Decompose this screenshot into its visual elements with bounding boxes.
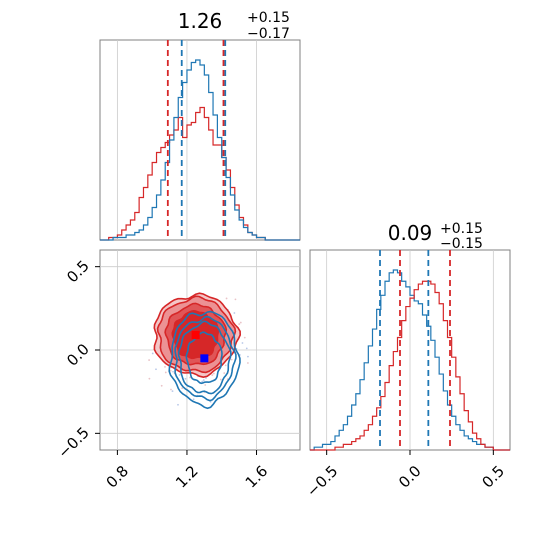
scatter-point (201, 380, 204, 383)
param1-title-lower: −0.17 (247, 26, 290, 42)
scatter-point (209, 400, 212, 403)
scatter-point (233, 312, 236, 314)
y-tick-label: 0.5 (63, 257, 93, 287)
scatter-point (177, 403, 179, 406)
scatter-point (241, 342, 244, 344)
scatter-point (151, 352, 154, 355)
scatter-point (181, 387, 183, 390)
x-tick-label: 1.6 (242, 462, 272, 492)
param1-title-upper: +0.15 (247, 10, 290, 26)
panel-2d-density: 0.8 1.2 1.6 −0.5 0.0 0.5 (54, 249, 301, 492)
panel-hist-param2-grid (326, 250, 494, 450)
x-tick-label: 0.8 (103, 462, 133, 492)
scatter-point (225, 297, 228, 300)
marker-series-b (191, 331, 200, 339)
scatter-point (172, 370, 174, 373)
scatter-point (164, 365, 166, 368)
param1-title: 1.26 (178, 9, 223, 33)
param2-title: 0.09 (388, 221, 433, 245)
scatter-point (230, 358, 233, 361)
param1-title-median: 1.26 (178, 9, 223, 33)
scatter-point (164, 371, 167, 374)
hist-series-a (310, 269, 510, 451)
param2-title-lower: −0.15 (440, 236, 483, 252)
panel-hist-param2-series (310, 269, 510, 451)
scatter-point (204, 384, 207, 386)
y-tick-label: 0.0 (63, 340, 93, 370)
scatter-point (247, 362, 249, 364)
scatter-point (211, 374, 214, 376)
hist-series-a (100, 59, 300, 241)
hist-series-b (310, 280, 510, 451)
scatter-point (148, 359, 150, 361)
panel-hist-param1: 1.26 +0.15 −0.17 (99, 9, 301, 241)
scatter-point (155, 368, 157, 371)
scatter-point (202, 379, 205, 381)
panel-hist-param1-frame (99, 39, 301, 241)
scatter-point (160, 384, 163, 387)
param2-title-median: 0.09 (388, 221, 433, 245)
panel-2d-x-ticks: 0.8 1.2 1.6 (103, 450, 272, 492)
x-tick-label: −0.5 (303, 462, 341, 500)
x-tick-label: 0.5 (478, 462, 508, 492)
panel-hist-param1-series (100, 59, 300, 241)
panel-2d-y-ticks: −0.5 0.0 0.5 (54, 257, 100, 462)
x-tick-label: 0.0 (395, 462, 425, 492)
scatter-point (224, 364, 227, 367)
panel-hist-param1-quantiles (166, 40, 227, 240)
scatter-point (148, 377, 151, 380)
x-tick-label: 1.2 (172, 462, 202, 492)
scatter-point (169, 369, 172, 372)
scatter-point (171, 390, 174, 393)
scatter-point (189, 376, 191, 379)
param2-title-upper: +0.15 (440, 221, 483, 237)
scatter-point (184, 377, 187, 380)
panel-hist-param2-quantiles (379, 250, 451, 450)
contour-series-a (168, 310, 241, 410)
scatter-point (239, 321, 242, 324)
scatter-point (192, 398, 195, 401)
panel-hist-param2-x-ticks: −0.5 0.0 0.5 (303, 450, 508, 501)
scatter-point (219, 378, 222, 381)
y-tick-label: −0.5 (54, 423, 92, 461)
scatter-point (247, 355, 249, 358)
scatter-point (178, 374, 181, 376)
contour-series-a (185, 331, 223, 385)
scatter-point (238, 323, 241, 325)
contour-series-a (177, 320, 232, 395)
scatter-point (223, 372, 226, 374)
scatter-point (170, 388, 172, 391)
panel-hist-param2: −0.5 0.0 0.5 0.09 +0.15 −0.15 (303, 221, 511, 501)
marker-series-a (200, 354, 209, 363)
scatter-point (234, 298, 237, 301)
scatter-point (243, 336, 246, 339)
scatter-point (245, 347, 248, 350)
scatter-point (212, 372, 215, 375)
panel-2d-markers (191, 331, 209, 363)
contour-series-a (174, 315, 237, 402)
